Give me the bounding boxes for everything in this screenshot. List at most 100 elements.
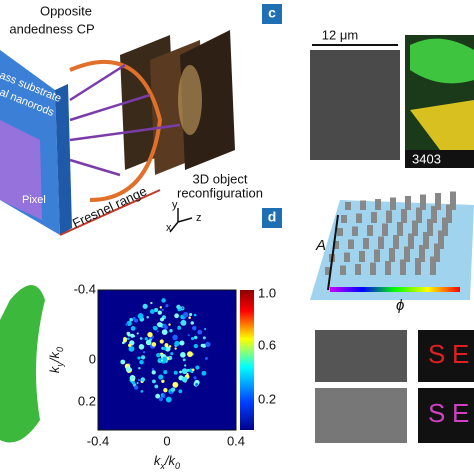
decor	[180, 352, 186, 358]
optical-image	[418, 330, 474, 382]
sem-image	[315, 388, 407, 443]
decor	[146, 315, 150, 319]
decor	[144, 337, 148, 341]
decor	[370, 262, 376, 275]
decor	[390, 197, 396, 210]
decor	[162, 356, 168, 362]
decor	[173, 370, 178, 375]
decor	[340, 265, 346, 275]
decor	[158, 397, 163, 402]
optical-image	[418, 388, 474, 443]
label-part: /k	[164, 453, 177, 468]
decor	[157, 310, 162, 315]
decor	[145, 339, 152, 346]
decor	[161, 379, 165, 383]
phase-label: ϕ	[396, 297, 404, 314]
decor	[374, 249, 380, 262]
sem-image	[310, 50, 400, 160]
decor	[205, 341, 211, 348]
decor	[177, 326, 182, 330]
decor	[182, 358, 186, 362]
decor	[139, 359, 144, 365]
code-bg	[405, 150, 474, 168]
panel-label-bg	[262, 208, 282, 228]
decor	[123, 337, 127, 341]
letter: E	[452, 398, 469, 428]
decor	[125, 323, 129, 326]
label-part: /k	[47, 350, 62, 363]
decor	[400, 259, 406, 275]
decor	[138, 344, 145, 350]
panel-c: c 12 μm 3403	[262, 4, 474, 168]
decor	[142, 350, 146, 354]
kspace-panel: -0.4 0 0.2 -0.4 0 0.4 1.0 0.6 0.2 ky/k0 …	[0, 281, 276, 471]
decor	[190, 337, 195, 341]
decor	[129, 375, 136, 381]
decor	[133, 318, 138, 323]
axis-label: y	[172, 199, 178, 211]
letter: S	[428, 398, 445, 428]
decor	[360, 200, 366, 210]
decor	[201, 370, 207, 376]
decor	[419, 245, 425, 262]
decor	[159, 339, 164, 344]
yellow-layer	[410, 100, 474, 150]
decor	[375, 199, 381, 210]
label-part: 0	[175, 461, 180, 471]
decor	[397, 222, 403, 236]
heading: Opposite	[40, 3, 92, 18]
decor	[125, 366, 132, 372]
decor	[161, 329, 168, 336]
decor	[416, 207, 422, 223]
decor	[450, 191, 456, 210]
letter: S	[428, 339, 445, 369]
decor	[193, 335, 198, 340]
decor	[137, 356, 141, 360]
x-tick-label: -0.4	[87, 433, 109, 448]
decor	[170, 387, 176, 392]
decor	[165, 304, 169, 308]
decor	[149, 309, 155, 314]
decor	[423, 232, 429, 249]
decor	[140, 390, 144, 393]
decor	[142, 303, 148, 309]
decor	[158, 374, 164, 380]
decor	[174, 347, 177, 350]
decor	[359, 251, 365, 262]
decor	[131, 380, 135, 385]
decor	[179, 340, 185, 346]
decor	[202, 336, 206, 340]
decor	[378, 236, 384, 249]
decor	[352, 226, 358, 236]
decor	[139, 337, 143, 340]
decor	[163, 388, 168, 393]
sem-image	[315, 330, 407, 382]
decor	[162, 346, 167, 351]
x-tick-label: 0.4	[227, 433, 245, 448]
decor	[154, 384, 159, 389]
decor	[405, 196, 411, 210]
decor	[341, 215, 347, 223]
decor	[195, 382, 199, 386]
decor	[155, 393, 161, 399]
decor	[393, 235, 399, 249]
object-label: 3D object	[193, 171, 248, 186]
decor	[438, 230, 444, 249]
decor	[191, 368, 195, 372]
object-label: reconfiguration	[177, 185, 263, 200]
slab-edge	[55, 84, 72, 235]
axis-label: x	[166, 222, 172, 234]
decor	[161, 359, 164, 362]
amplitude-arrow	[327, 214, 339, 291]
decor	[178, 389, 183, 394]
decor	[200, 343, 205, 348]
decor	[170, 352, 174, 356]
panel-label: d	[268, 209, 277, 225]
decor	[193, 376, 197, 380]
decor	[184, 364, 187, 367]
object	[178, 65, 202, 135]
y-tick-label: -0.4	[74, 281, 96, 296]
decor	[442, 217, 448, 236]
decor	[174, 313, 179, 319]
